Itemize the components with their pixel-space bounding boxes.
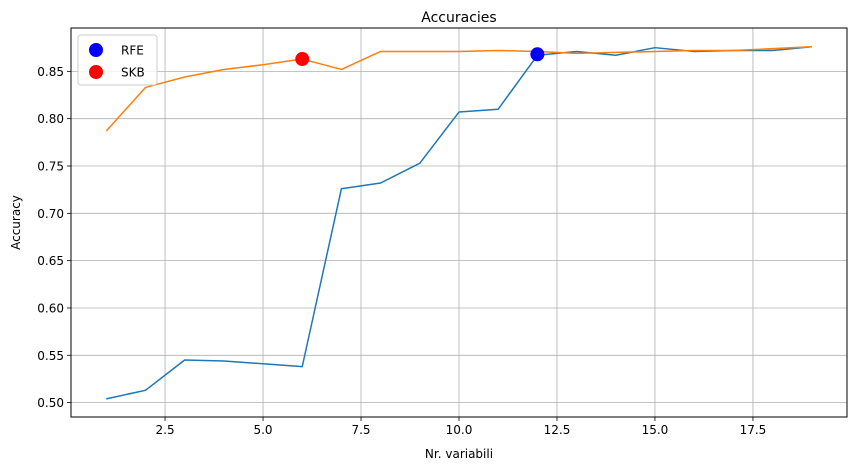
series-line-2 bbox=[105, 45, 812, 132]
legend-skb-label: SKB bbox=[121, 66, 145, 80]
marker-layer bbox=[295, 47, 545, 67]
y-tick-label: 0.50 bbox=[37, 396, 64, 410]
x-tick-label: 15.0 bbox=[642, 423, 669, 437]
tick-layer: 2.5 5.0 7.5 10.0 12.5 15.0 17.5 0.50 0.55 0.60 0.6… bbox=[37, 65, 766, 437]
y-tick-label: 0.75 bbox=[37, 159, 64, 173]
y-tick-label: 0.65 bbox=[37, 254, 64, 268]
x-tick-label: 2.5 bbox=[156, 423, 175, 437]
legend-rfe-marker bbox=[89, 43, 103, 57]
marker-rfe bbox=[530, 47, 545, 62]
y-axis-label: Accuracy bbox=[9, 195, 23, 250]
y-tick-label: 0.70 bbox=[37, 207, 64, 221]
series-line-1 bbox=[106, 45, 812, 400]
y-tick-label: 0.85 bbox=[37, 65, 64, 79]
marker-skb bbox=[295, 52, 310, 67]
x-tick-label: 12.5 bbox=[544, 423, 571, 437]
x-tick-label: 17.5 bbox=[740, 423, 767, 437]
x-tick-label: 10.0 bbox=[446, 423, 473, 437]
x-axis-label: Nr. variabili bbox=[425, 447, 493, 461]
legend-skb-marker bbox=[89, 65, 103, 79]
legend: RFE SKB bbox=[77, 34, 158, 86]
y-tick-label: 0.55 bbox=[37, 349, 64, 363]
y-tick-label: 0.80 bbox=[37, 112, 64, 126]
x-tick-label: 7.5 bbox=[351, 423, 370, 437]
x-tick-label: 5.0 bbox=[253, 423, 272, 437]
y-tick-label: 0.60 bbox=[37, 301, 64, 315]
chart-title: Accuracies bbox=[421, 10, 496, 26]
legend-rfe-label: RFE bbox=[121, 44, 144, 58]
legend-box bbox=[77, 34, 158, 86]
grid-layer bbox=[71, 28, 847, 417]
series-layer bbox=[105, 45, 812, 400]
